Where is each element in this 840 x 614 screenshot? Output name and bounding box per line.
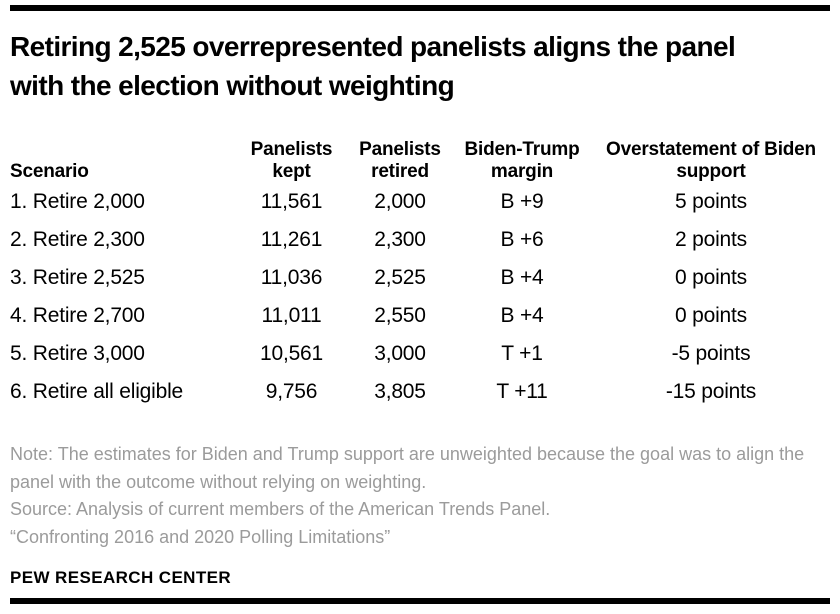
cell-margin: B +6 — [500, 228, 544, 251]
cell-overstatement: 0 points — [675, 266, 747, 289]
report-title-text: “Confronting 2016 and 2020 Polling Limit… — [10, 526, 391, 547]
cell-retired: 2,300 — [374, 228, 426, 251]
column-header-overstatement: Overstatement of Biden support — [606, 139, 816, 182]
column-header-panelists-retired: Panelists retired — [359, 139, 441, 182]
column-header-scenario: Scenario — [10, 161, 89, 182]
note-text: Note: The estimates for Biden and Trump … — [10, 444, 805, 492]
cell-scenario: 4. Retire 2,700 — [10, 304, 145, 327]
cell-scenario: 1. Retire 2,000 — [10, 190, 145, 213]
cell-margin: T +1 — [501, 342, 543, 365]
cell-kept: 10,561 — [259, 342, 324, 365]
cell-retired: 2,525 — [374, 266, 426, 289]
table-row: 2. Retire 2,300 11,261 2,300 B +6 2 poin… — [10, 221, 830, 259]
cell-margin: T +11 — [496, 380, 548, 403]
figure-notes: Note: The estimates for Biden and Trump … — [10, 441, 818, 551]
table-row: 3. Retire 2,525 11,036 2,525 B +4 0 poin… — [10, 259, 830, 297]
cell-scenario: 5. Retire 3,000 — [10, 342, 145, 365]
data-table: Scenario Panelists kept Panelists retire… — [10, 135, 830, 411]
figure-title: Retiring 2,525 overrepresented panelists… — [10, 31, 736, 101]
cell-margin: B +4 — [500, 304, 544, 327]
cell-margin: B +4 — [500, 266, 544, 289]
cell-kept: 11,011 — [261, 304, 322, 327]
cell-kept: 11,036 — [260, 266, 323, 289]
table-row: 5. Retire 3,000 10,561 3,000 T +1 -5 poi… — [10, 335, 830, 373]
column-header-panelists-kept: Panelists kept — [250, 139, 333, 182]
cell-scenario: 3. Retire 2,525 — [10, 266, 145, 289]
source-text: Source: Analysis of current members of t… — [10, 499, 551, 519]
cell-scenario: 6. Retire all eligible — [10, 380, 184, 403]
table-row: 1. Retire 2,000 11,561 2,000 B +9 5 poin… — [10, 183, 830, 221]
table-row: 6. Retire all eligible 9,756 3,805 T +11… — [10, 373, 830, 411]
cell-retired: 2,000 — [374, 190, 426, 213]
cell-overstatement: 2 points — [675, 228, 747, 251]
cell-kept: 11,261 — [260, 228, 323, 251]
cell-overstatement: -5 points — [671, 342, 751, 365]
cell-retired: 2,550 — [374, 304, 426, 327]
cell-overstatement: -15 points — [665, 380, 757, 403]
cell-kept: 11,561 — [260, 190, 323, 213]
table-header-row: Scenario Panelists kept Panelists retire… — [10, 135, 830, 183]
top-rule — [10, 5, 830, 11]
cell-retired: 3,000 — [374, 342, 426, 365]
cell-kept: 9,756 — [265, 380, 318, 403]
column-header-margin: Biden-Trump margin — [464, 139, 580, 182]
pew-research-center-wordmark: PEW RESEARCH CENTER — [10, 568, 232, 587]
cell-retired: 3,805 — [374, 380, 426, 403]
cell-margin: B +9 — [500, 190, 544, 213]
table-row: 4. Retire 2,700 11,011 2,550 B +4 0 poin… — [10, 297, 830, 335]
cell-overstatement: 0 points — [675, 304, 747, 327]
bottom-rule — [10, 598, 830, 604]
cell-overstatement: 5 points — [675, 190, 747, 213]
cell-scenario: 2. Retire 2,300 — [10, 228, 145, 251]
